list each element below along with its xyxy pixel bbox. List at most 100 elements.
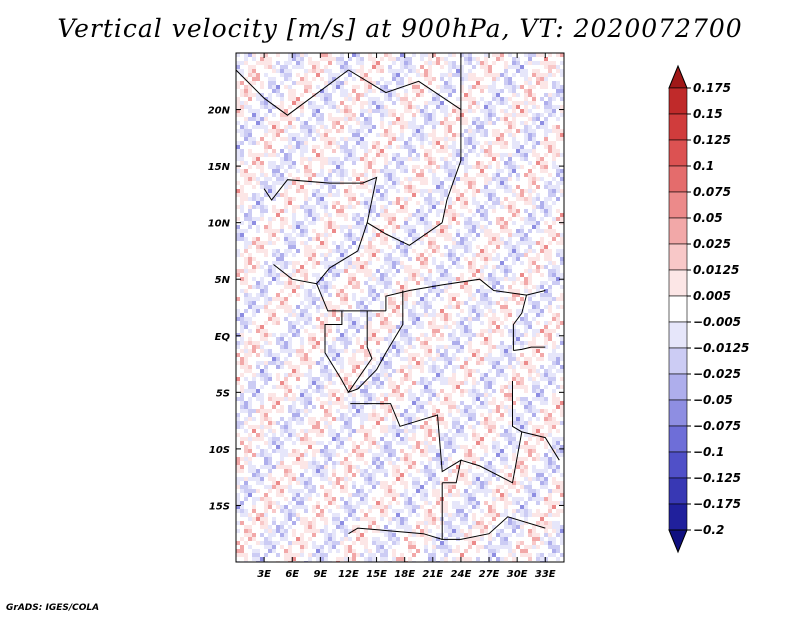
field-cell bbox=[320, 313, 324, 317]
field-cell bbox=[344, 205, 348, 209]
field-cell bbox=[560, 181, 564, 185]
field-cell bbox=[400, 369, 404, 373]
field-cell bbox=[460, 325, 464, 329]
field-cell bbox=[244, 273, 248, 277]
field-cell bbox=[372, 169, 376, 173]
field-cell bbox=[412, 449, 416, 453]
field-cell bbox=[340, 293, 344, 297]
field-cell bbox=[432, 53, 436, 57]
field-cell bbox=[492, 209, 496, 213]
field-cell bbox=[440, 101, 444, 105]
field-cell bbox=[496, 89, 500, 93]
field-cell bbox=[304, 413, 308, 417]
field-cell bbox=[248, 141, 252, 145]
field-cell bbox=[444, 105, 448, 109]
field-cell bbox=[336, 453, 340, 457]
field-cell bbox=[504, 265, 508, 269]
field-cell bbox=[500, 289, 504, 293]
field-cell bbox=[412, 465, 416, 469]
field-cell bbox=[484, 129, 488, 133]
field-cell bbox=[484, 165, 488, 169]
field-cell bbox=[404, 413, 408, 417]
field-cell bbox=[240, 457, 244, 461]
field-cell bbox=[468, 333, 472, 337]
field-cell bbox=[284, 161, 288, 165]
field-cell bbox=[544, 289, 548, 293]
field-cell bbox=[508, 397, 512, 401]
field-cell bbox=[536, 193, 540, 197]
field-cell bbox=[424, 101, 428, 105]
field-cell bbox=[512, 413, 516, 417]
field-cell bbox=[332, 157, 336, 161]
field-cell bbox=[348, 381, 352, 385]
field-cell bbox=[264, 321, 268, 325]
field-cell bbox=[504, 465, 508, 469]
field-cell bbox=[544, 221, 548, 225]
field-cell bbox=[448, 209, 452, 213]
field-cell bbox=[368, 437, 372, 441]
field-cell bbox=[436, 369, 440, 373]
field-cell bbox=[424, 257, 428, 261]
field-cell bbox=[400, 473, 404, 477]
field-cell bbox=[480, 249, 484, 253]
field-cell bbox=[328, 221, 332, 225]
field-cell bbox=[312, 425, 316, 429]
field-cell bbox=[552, 389, 556, 393]
field-cell bbox=[448, 317, 452, 321]
field-cell bbox=[448, 233, 452, 237]
field-cell bbox=[520, 317, 524, 321]
field-cell bbox=[364, 397, 368, 401]
field-cell bbox=[312, 389, 316, 393]
field-cell bbox=[556, 81, 560, 85]
field-cell bbox=[444, 361, 448, 365]
field-cell bbox=[244, 357, 248, 361]
field-cell bbox=[240, 209, 244, 213]
field-cell bbox=[488, 237, 492, 241]
field-cell bbox=[264, 193, 268, 197]
field-cell bbox=[380, 437, 384, 441]
field-cell bbox=[324, 273, 328, 277]
field-cell bbox=[436, 121, 440, 125]
field-cell bbox=[308, 333, 312, 337]
field-cell bbox=[268, 229, 272, 233]
field-cell bbox=[444, 229, 448, 233]
field-cell bbox=[416, 469, 420, 473]
field-cell bbox=[404, 421, 408, 425]
field-cell bbox=[416, 73, 420, 77]
field-cell bbox=[420, 241, 424, 245]
field-cell bbox=[492, 421, 496, 425]
field-cell bbox=[272, 269, 276, 273]
field-cell bbox=[292, 97, 296, 101]
field-cell bbox=[348, 465, 352, 469]
field-cell bbox=[436, 93, 440, 97]
field-cell bbox=[240, 469, 244, 473]
field-cell bbox=[300, 221, 304, 225]
field-cell bbox=[448, 69, 452, 73]
field-cell bbox=[348, 177, 352, 181]
field-cell bbox=[272, 357, 276, 361]
field-cell bbox=[532, 221, 536, 225]
field-cell bbox=[324, 369, 328, 373]
field-cell bbox=[452, 337, 456, 341]
field-cell bbox=[328, 73, 332, 77]
field-cell bbox=[304, 225, 308, 229]
field-cell bbox=[248, 81, 252, 85]
field-cell bbox=[380, 265, 384, 269]
field-cell bbox=[544, 81, 548, 85]
field-cell bbox=[424, 85, 428, 89]
field-cell bbox=[336, 353, 340, 357]
field-cell bbox=[356, 117, 360, 121]
field-cell bbox=[536, 429, 540, 433]
field-cell bbox=[412, 145, 416, 149]
field-cell bbox=[320, 405, 324, 409]
field-cell bbox=[292, 373, 296, 377]
field-cell bbox=[524, 253, 528, 257]
field-cell bbox=[392, 61, 396, 65]
field-cell bbox=[468, 297, 472, 301]
field-cell bbox=[268, 301, 272, 305]
field-cell bbox=[476, 77, 480, 81]
field-cell bbox=[312, 341, 316, 345]
field-cell bbox=[276, 257, 280, 261]
field-cell bbox=[348, 469, 352, 473]
field-cell bbox=[328, 161, 332, 165]
